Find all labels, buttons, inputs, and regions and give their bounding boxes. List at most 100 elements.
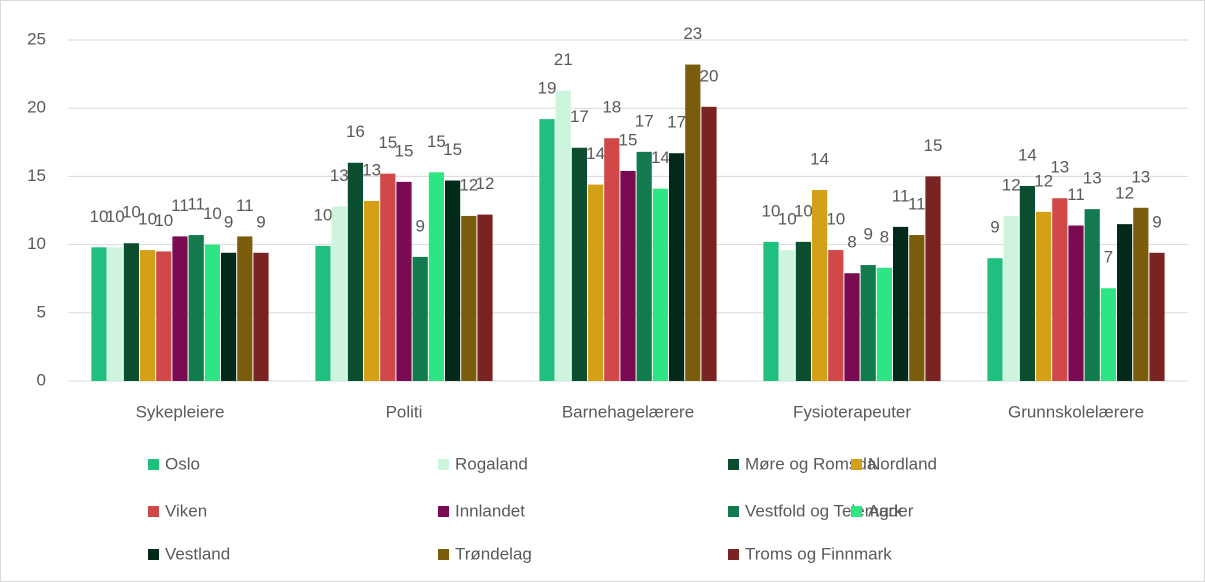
y-tick-label: 10	[27, 234, 46, 253]
bar	[1100, 288, 1116, 381]
legend-swatch	[148, 506, 159, 517]
bar	[844, 273, 860, 381]
legend-label: Vestfold og Telemark	[745, 501, 903, 520]
bar	[669, 153, 685, 381]
bar	[1019, 185, 1035, 381]
data-label: 14	[1018, 145, 1037, 164]
data-label: 13	[330, 166, 349, 185]
legend-swatch	[148, 459, 159, 470]
legend-swatch	[728, 549, 739, 560]
legend-swatch	[851, 506, 862, 517]
bar	[604, 138, 620, 381]
bar	[461, 215, 477, 381]
data-label: 17	[667, 113, 686, 132]
bar	[188, 235, 204, 381]
data-label: 9	[415, 216, 424, 235]
bar	[571, 147, 587, 381]
data-label: 9	[224, 212, 233, 231]
data-label: 12	[459, 175, 478, 194]
bar	[123, 243, 139, 381]
data-label: 11	[892, 186, 910, 205]
bar	[555, 90, 571, 381]
data-label: 15	[443, 140, 462, 159]
data-label: 10	[762, 201, 781, 220]
data-label: 11	[1067, 185, 1085, 204]
data-label: 15	[619, 130, 638, 149]
bar	[893, 226, 909, 381]
data-label: 10	[90, 207, 109, 226]
bar	[925, 176, 941, 381]
bar	[396, 181, 412, 381]
data-label: 19	[538, 79, 557, 98]
legend-label: Viken	[165, 501, 207, 520]
data-label: 7	[1104, 248, 1113, 267]
bar	[107, 247, 123, 381]
data-label: 23	[683, 24, 702, 43]
data-label: 11	[187, 195, 205, 214]
legend-swatch	[438, 459, 449, 470]
bar	[364, 200, 380, 381]
x-tick-label: Politi	[386, 402, 423, 421]
data-label: 9	[990, 218, 999, 237]
legend-label: Nordland	[868, 454, 937, 473]
bar	[156, 251, 172, 381]
data-label: 11	[236, 196, 254, 215]
bar	[828, 250, 844, 381]
bar	[539, 119, 555, 381]
bar	[909, 235, 925, 381]
data-label: 14	[586, 144, 605, 163]
bar	[204, 244, 220, 381]
legend-swatch	[728, 506, 739, 517]
bar	[636, 151, 652, 381]
legend-swatch	[851, 459, 862, 470]
bar	[1068, 225, 1084, 381]
data-label: 13	[1050, 158, 1069, 177]
data-label: 14	[810, 150, 829, 169]
bar	[221, 252, 237, 381]
data-label: 9	[863, 225, 872, 244]
data-label: 17	[570, 107, 589, 126]
bar	[1149, 252, 1165, 381]
data-label: 13	[1131, 167, 1150, 186]
bar	[1036, 211, 1052, 381]
data-label: 10	[106, 207, 125, 226]
bar	[701, 106, 717, 381]
legend-swatch	[148, 549, 159, 560]
bar	[795, 241, 811, 381]
data-label: 13	[1083, 169, 1102, 188]
bar	[1133, 207, 1149, 381]
data-label: 21	[554, 50, 573, 69]
legend-label: Agder	[868, 501, 914, 520]
x-tick-label: Barnehagelærere	[562, 402, 694, 421]
data-label: 10	[203, 204, 222, 223]
bar	[860, 265, 876, 381]
bar	[652, 188, 668, 381]
y-tick-label: 5	[37, 302, 46, 321]
data-label: 15	[378, 133, 397, 152]
data-label: 13	[362, 160, 381, 179]
y-tick-label: 0	[37, 370, 46, 389]
legend-label: Rogaland	[455, 454, 528, 473]
data-label: 18	[602, 98, 621, 117]
data-label: 11	[171, 196, 189, 215]
data-label: 9	[256, 212, 265, 231]
y-tick-label: 20	[27, 98, 46, 117]
legend-label: Vestland	[165, 544, 230, 563]
data-label: 10	[138, 210, 157, 229]
data-label: 10	[826, 210, 845, 229]
x-tick-label: Fysioterapeuter	[793, 402, 911, 421]
data-label: 16	[346, 122, 365, 141]
bar	[315, 245, 331, 381]
bar	[685, 64, 701, 381]
data-label: 12	[476, 174, 495, 193]
data-label: 15	[924, 136, 943, 155]
data-label: 10	[778, 210, 797, 229]
data-label: 15	[427, 132, 446, 151]
y-tick-label: 15	[27, 166, 46, 185]
data-label: 15	[395, 141, 414, 160]
data-label: 8	[880, 227, 889, 246]
y-tick-label: 25	[27, 29, 46, 48]
bar	[237, 236, 253, 381]
bar	[331, 206, 347, 381]
